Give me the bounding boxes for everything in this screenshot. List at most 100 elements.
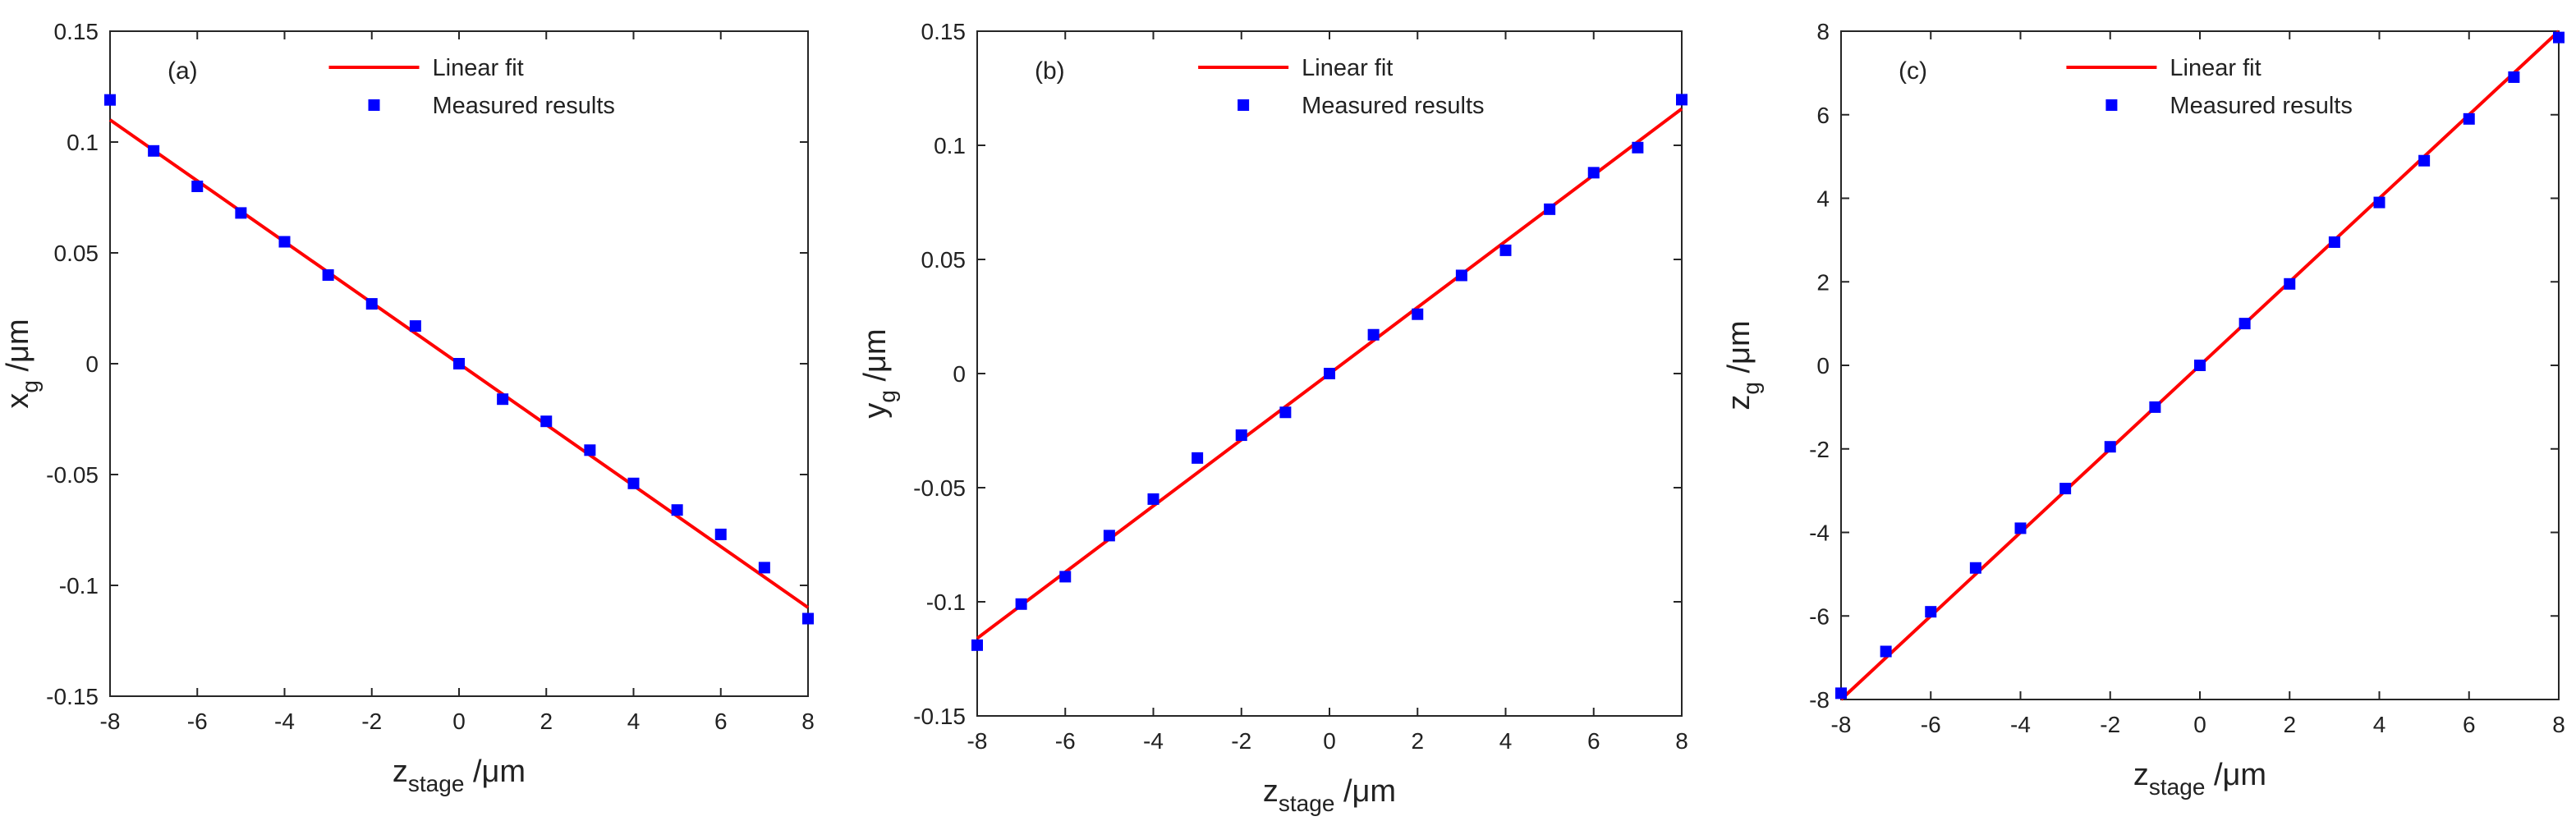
chart-a-measured-point <box>497 393 509 406</box>
chart-c-x-tick-label: -4 <box>2010 712 2031 737</box>
chart-b-y-tick-label: 0.05 <box>921 247 967 273</box>
chart-a-measured-point <box>627 477 640 489</box>
chart-a-legend-marker-swatch <box>368 99 380 111</box>
y-axis-label-main: z <box>1722 395 1756 410</box>
chart-b-measured-point <box>1103 530 1115 542</box>
chart-b-y-tick-label: 0.1 <box>934 133 966 158</box>
chart-a-legend-label: Linear fit <box>433 55 524 81</box>
x-axis-label-sub: stage <box>1279 791 1335 816</box>
chart-a-y-tick-label: 0.05 <box>54 241 99 266</box>
chart-c-measured-point <box>1835 687 1847 699</box>
chart-a-measured-point <box>714 528 727 540</box>
chart-a-y-tick-label: -0.1 <box>59 573 99 599</box>
chart-c-x-axis-label: zstage /μm <box>2133 758 2266 800</box>
chart-a-measured-point <box>802 612 814 625</box>
chart-c-x-tick-label: 0 <box>2193 712 2206 737</box>
x-axis-label-main: z <box>2133 758 2149 792</box>
chart-b-legend-label: Measured results <box>1302 93 1484 119</box>
y-axis-label-main: x <box>1 393 35 409</box>
chart-c-x-tick-label: -8 <box>1831 712 1852 737</box>
chart-b-measured-point <box>1015 598 1027 610</box>
chart-a-y-tick-label: -0.15 <box>46 684 99 709</box>
chart-c-y-tick-label: -8 <box>1809 687 1830 713</box>
chart-a-measured-point <box>322 269 334 281</box>
chart-b-panel-label: (b) <box>1035 57 1065 85</box>
chart-c-y-tick-label: -4 <box>1809 521 1830 546</box>
y-axis-label-main: y <box>858 403 893 419</box>
chart-a-legend-label: Measured results <box>433 93 615 119</box>
chart-a-y-tick-label: 0 <box>85 351 99 377</box>
chart-b-y-tick-label: -0.05 <box>913 475 966 501</box>
chart-b-x-tick-label: 2 <box>1411 728 1424 754</box>
chart-c-legend-label: Linear fit <box>2170 55 2261 81</box>
y-axis-label-sub: g <box>17 380 43 393</box>
chart-c-measured-point <box>2508 71 2520 83</box>
chart-b-measured-point <box>1192 452 1204 464</box>
chart-a-x-axis-label: zstage /μm <box>393 754 526 796</box>
chart-c-measured-point <box>2239 318 2251 330</box>
chart-b-x-tick-label: 4 <box>1499 728 1513 754</box>
chart-a-y-tick-label: 0.1 <box>67 130 99 155</box>
chart-a-measured-point <box>584 444 596 456</box>
chart-a-measured-point <box>671 504 683 516</box>
chart-a-y-axis-label: xg /μm <box>1 319 43 408</box>
y-axis-label-unit: /μm <box>858 328 893 390</box>
chart-c-measured-point <box>1969 562 1981 574</box>
y-axis-label-sub: g <box>875 390 900 403</box>
chart-b-measured-point <box>1235 429 1247 442</box>
chart-a-x-tick-label: 2 <box>540 709 553 734</box>
chart-a-x-tick-label: 0 <box>452 709 466 734</box>
chart-c-measured-point <box>2104 441 2116 453</box>
chart-a-measured-point <box>148 144 160 157</box>
chart-b-measured-point <box>1367 328 1380 341</box>
chart-b-measured-point <box>1279 406 1292 419</box>
chart-b-measured-point <box>971 639 983 651</box>
chart-c-measured-point <box>2059 483 2072 495</box>
x-axis-label-sub: stage <box>2149 774 2206 800</box>
chart-a-measured-point <box>104 94 116 106</box>
chart-b-x-tick-label: -6 <box>1055 728 1076 754</box>
chart-b-measured-point <box>1324 368 1335 379</box>
chart-b-y-tick-label: -0.15 <box>913 704 966 729</box>
chart-a-x-tick-label: 4 <box>627 709 641 734</box>
chart-c-measured-point <box>2194 360 2206 371</box>
chart-panel-a: -8 -6 -4 -2 0 2 4 6 8 -0.15 -0.1 -0.05 0 0.05 0.1 0.15 (… <box>1 19 815 796</box>
chart-b-measured-point <box>1499 244 1512 256</box>
x-axis-label-unit: /μm <box>2205 758 2266 792</box>
chart-a-measured-point <box>235 207 247 219</box>
chart-c-legend-marker-swatch <box>2105 99 2118 111</box>
chart-c-x-tick-label: -6 <box>1921 712 1941 737</box>
x-axis-label-sub: stage <box>408 771 465 796</box>
chart-c-measured-point <box>2418 154 2431 167</box>
chart-a-measured-point <box>278 236 291 248</box>
chart-b-measured-point <box>1059 571 1072 583</box>
chart-a-x-tick-label: 8 <box>801 709 815 734</box>
chart-b-measured-point <box>1632 141 1644 154</box>
chart-b-measured-point <box>1147 493 1159 505</box>
x-axis-label-unit: /μm <box>464 754 526 789</box>
chart-c-measured-point <box>2328 236 2340 248</box>
chart-c-measured-point <box>2149 401 2161 413</box>
chart-c-measured-point <box>1925 606 1937 618</box>
chart-c-x-tick-label: 4 <box>2373 712 2386 737</box>
chart-c-measured-point <box>2373 196 2385 209</box>
chart-b-x-axis-label: zstage /μm <box>1263 774 1396 816</box>
chart-b-x-tick-label: -8 <box>967 728 988 754</box>
chart-a-measured-point <box>409 320 421 333</box>
chart-a-panel-label: (a) <box>168 57 198 85</box>
chart-c-x-tick-label: -2 <box>2100 712 2120 737</box>
chart-a-y-tick-label: -0.05 <box>46 462 99 488</box>
chart-c-measured-point <box>2284 277 2296 290</box>
x-axis-label-main: z <box>1263 774 1279 809</box>
chart-b-legend-label: Linear fit <box>1302 55 1393 81</box>
chart-a-measured-point <box>191 181 204 192</box>
chart-c-y-tick-label: 6 <box>1816 103 1830 128</box>
chart-b-legend-marker-swatch <box>1237 99 1250 111</box>
chart-b-measured-point <box>1676 94 1687 106</box>
chart-b-x-tick-label: -2 <box>1231 728 1251 754</box>
chart-c-y-tick-label: 8 <box>1816 19 1830 44</box>
chart-c-y-tick-label: 0 <box>1816 353 1830 378</box>
y-axis-label-unit: /μm <box>1722 320 1756 382</box>
chart-c-measured-point <box>2014 522 2027 534</box>
